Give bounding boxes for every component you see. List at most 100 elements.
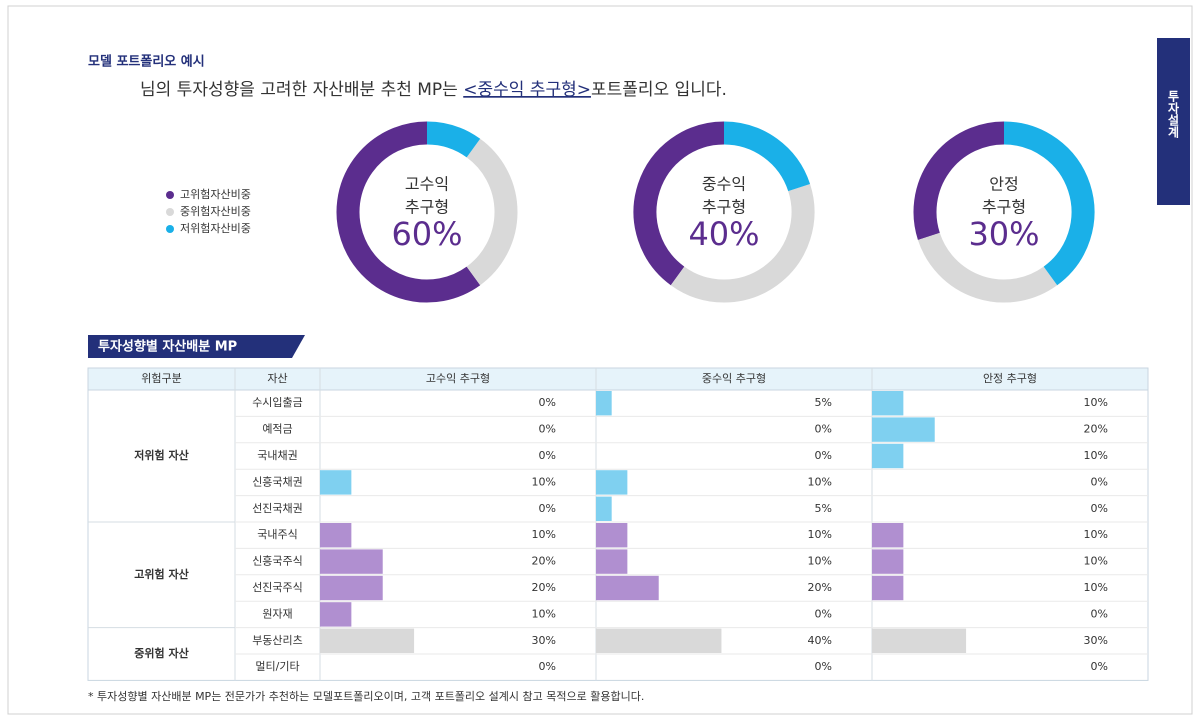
allocation-bar xyxy=(872,575,904,601)
donut-segment xyxy=(426,121,481,158)
asset-label: 원자재 xyxy=(262,607,292,620)
donut-segment xyxy=(336,121,481,303)
donut-label: 추구형 xyxy=(702,198,746,217)
allocation-label: 0% xyxy=(539,660,556,673)
allocation-label: 10% xyxy=(532,475,556,488)
allocation-bar xyxy=(596,523,628,548)
asset-label: 국내주식 xyxy=(257,528,297,541)
footnote: * 투자성향별 자산배분 MP는 전문가가 추천하는 모델포트폴리오이며, 고객… xyxy=(88,689,644,703)
allocation-bar xyxy=(596,575,659,601)
sentence: 님의 투자성향을 고려한 자산배분 추천 MP는 <중수익 추구형>포트폴리오 … xyxy=(140,80,727,100)
allocation-label: 10% xyxy=(1084,528,1108,541)
asset-label: 국내채권 xyxy=(257,449,297,462)
allocation-bar xyxy=(320,628,415,653)
allocation-label: 10% xyxy=(532,607,556,620)
allocation-label: 0% xyxy=(815,423,832,436)
donut-center-value: 30% xyxy=(968,215,1039,253)
column-header: 중수익 추구형 xyxy=(702,372,766,385)
allocation-label: 0% xyxy=(539,423,556,436)
page-title: 모델 포트폴리오 예시 xyxy=(88,54,205,70)
allocation-label: 10% xyxy=(1084,396,1108,409)
legend-dot xyxy=(166,208,174,216)
allocation-bar xyxy=(872,391,904,416)
group-label: 고위험 자산 xyxy=(134,567,188,581)
allocation-label: 30% xyxy=(532,634,556,647)
asset-label: 부동산리츠 xyxy=(252,634,303,647)
donut-segment xyxy=(913,121,1005,240)
allocation-bar xyxy=(872,628,967,653)
legend-label: 중위험자산비중 xyxy=(180,205,251,218)
asset-label: 선진국주식 xyxy=(252,581,303,594)
allocation-label: 0% xyxy=(1091,660,1108,673)
allocation-label: 0% xyxy=(1091,607,1108,620)
asset-label: 신흥국채권 xyxy=(252,474,303,488)
donut-label: 중수익 xyxy=(702,175,746,194)
legend-dot xyxy=(166,191,174,199)
allocation-label: 10% xyxy=(532,528,556,541)
allocation-bar xyxy=(320,602,352,627)
allocation-bar xyxy=(596,628,722,653)
allocation-bar xyxy=(872,417,935,442)
group-label: 중위험 자산 xyxy=(134,646,188,660)
table-border xyxy=(87,367,1149,681)
donut-segment xyxy=(670,184,815,303)
allocation-label: 0% xyxy=(1091,475,1108,488)
donut-center-value: 60% xyxy=(391,215,462,253)
allocation-bar xyxy=(320,549,383,574)
donut-label: 추구형 xyxy=(982,198,1026,217)
allocation-label: 0% xyxy=(1091,502,1108,515)
asset-label: 신흥국주식 xyxy=(252,554,303,568)
donut-segment xyxy=(917,232,1058,303)
legend-label: 저위험자산비중 xyxy=(180,222,251,235)
allocation-label: 10% xyxy=(1084,581,1108,594)
allocation-label: 30% xyxy=(1084,634,1108,647)
allocation-label: 40% xyxy=(808,634,832,647)
allocation-bar xyxy=(320,575,383,601)
legend-label: 고위험자산비중 xyxy=(180,188,251,201)
asset-label: 선진국채권 xyxy=(252,502,303,515)
asset-label: 수시입출금 xyxy=(252,396,303,409)
allocation-bar xyxy=(320,470,352,495)
allocation-label: 10% xyxy=(808,555,832,568)
asset-label: 멀티/기타 xyxy=(255,660,299,673)
allocation-label: 20% xyxy=(532,555,556,568)
allocation-label: 20% xyxy=(1084,423,1108,436)
sentence-suffix: 포트폴리오 입니다. xyxy=(591,80,727,100)
allocation-label: 5% xyxy=(815,502,832,515)
allocation-label: 0% xyxy=(815,449,832,462)
column-header: 안정 추구형 xyxy=(983,372,1037,385)
donut-center-value: 40% xyxy=(688,215,759,253)
allocation-bar xyxy=(596,391,612,416)
donut-segment xyxy=(1003,121,1095,286)
donut-segment xyxy=(633,121,725,286)
column-header: 자산 xyxy=(267,372,287,385)
allocation-label: 0% xyxy=(815,607,832,620)
allocation-label: 0% xyxy=(539,502,556,515)
donut-segment xyxy=(466,138,518,286)
allocation-label: 10% xyxy=(808,528,832,541)
allocation-bar xyxy=(320,523,352,548)
allocation-bar xyxy=(872,523,904,548)
column-header: 위험구분 xyxy=(141,372,181,385)
allocation-label: 0% xyxy=(539,396,556,409)
side-tab[interactable] xyxy=(1157,38,1190,205)
section-tab xyxy=(88,335,305,358)
allocation-label: 0% xyxy=(815,660,832,673)
asset-label: 예적금 xyxy=(262,423,292,436)
allocation-label: 10% xyxy=(1084,555,1108,568)
donut-label: 추구형 xyxy=(405,198,449,217)
allocation-bar xyxy=(596,549,628,574)
allocation-bar xyxy=(596,496,612,521)
allocation-label: 10% xyxy=(808,475,832,488)
donut-label: 고수익 xyxy=(405,175,449,194)
allocation-bar xyxy=(596,470,628,495)
sentence-prefix: 님의 투자성향을 고려한 자산배분 추천 MP는 xyxy=(140,80,463,100)
allocation-label: 10% xyxy=(1084,449,1108,462)
section-title: 투자성향별 자산배분 MP xyxy=(98,339,237,355)
group-label: 저위험 자산 xyxy=(134,448,188,462)
donut-label: 안정 xyxy=(989,175,1018,194)
allocation-label: 5% xyxy=(815,396,832,409)
allocation-label: 20% xyxy=(532,581,556,594)
sentence-highlight: <중수익 추구형> xyxy=(463,80,591,100)
